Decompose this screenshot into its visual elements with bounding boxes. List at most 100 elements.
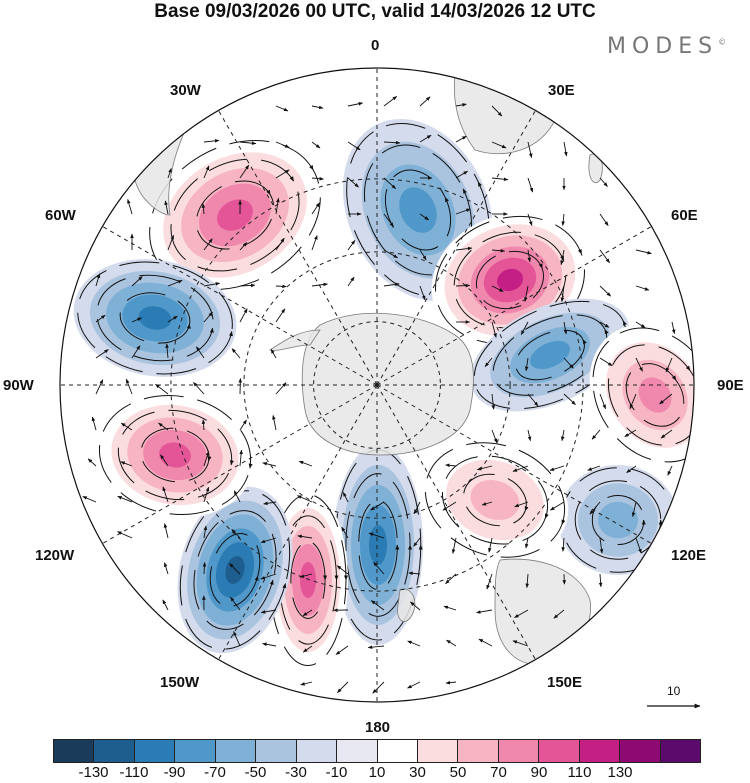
wind-vector	[451, 537, 457, 554]
wind-vector	[550, 501, 565, 511]
colorbar-bin	[377, 740, 418, 762]
latitude-circle	[313, 321, 441, 449]
streamline	[119, 292, 191, 344]
wind-vector	[484, 357, 493, 368]
wind-vector	[155, 383, 169, 395]
anomaly-center-high-110w	[95, 392, 255, 518]
wind-vector	[445, 573, 457, 585]
wind-vector	[455, 246, 473, 251]
meridian-line	[218, 384, 378, 660]
wind-vector	[335, 645, 349, 655]
wind-vector	[120, 422, 133, 431]
wind-vector	[419, 285, 426, 301]
anomaly-contour-fill	[300, 562, 316, 598]
wind-vector	[481, 501, 493, 506]
wind-vector	[311, 105, 324, 110]
wind-vector	[478, 638, 493, 647]
streamline	[170, 158, 300, 272]
colorbar-bin	[175, 740, 216, 762]
wind-vector	[599, 177, 608, 187]
wind-vector	[260, 609, 277, 614]
streamline	[140, 427, 212, 483]
land-new-zealand	[397, 588, 416, 622]
anomaly-center-low-120e	[558, 465, 678, 575]
wind-vector	[455, 135, 467, 143]
wind-vector	[203, 238, 213, 251]
wind-vector	[512, 465, 529, 472]
lon-label-180: 180	[365, 719, 391, 736]
wind-vector	[560, 285, 565, 303]
lon-label-60w: 60W	[45, 207, 76, 224]
wind-vector	[561, 537, 566, 552]
wind-vector	[239, 419, 247, 431]
colorbar-tick-label: -90	[163, 764, 186, 781]
streamline	[424, 442, 566, 558]
wind-vector	[342, 491, 349, 503]
wind-vector	[347, 276, 355, 287]
anomaly-contour-fill	[496, 268, 524, 292]
anomaly-contour-fill	[138, 306, 172, 330]
streamline	[515, 329, 587, 381]
streamline	[574, 480, 663, 560]
wind-vector	[446, 639, 457, 647]
wind-vector	[239, 164, 250, 179]
wind-vector	[407, 640, 421, 647]
wind-vectors	[82, 96, 676, 694]
wind-vector	[275, 308, 286, 323]
wind-vector	[95, 349, 109, 359]
wind-vector	[524, 357, 529, 372]
lon-label-150w: 150W	[160, 674, 200, 691]
wind-vector	[553, 609, 565, 619]
colorbar-tick-label: 90	[530, 764, 548, 781]
graticule	[60, 68, 694, 702]
streamline	[591, 494, 646, 546]
wind-vector	[239, 242, 248, 251]
wind-vector	[167, 315, 178, 323]
wind-vector	[239, 308, 248, 323]
wind-vector	[167, 167, 172, 179]
wind-vector	[260, 573, 277, 580]
wind-vector	[275, 141, 290, 148]
wind-vector	[163, 523, 169, 539]
wind-vector	[491, 141, 507, 149]
wind-vector	[373, 561, 385, 575]
lon-label-0: 0	[371, 37, 380, 54]
anomaly-center-low-75e	[470, 298, 630, 412]
wind-vector	[560, 249, 565, 266]
streamline	[278, 515, 339, 645]
streamline	[625, 363, 685, 427]
wind-vector	[455, 283, 471, 288]
wind-vector	[527, 249, 532, 263]
wind-vector	[624, 429, 637, 437]
wind-vector	[455, 103, 467, 107]
colorbar-tick-label: -110	[119, 764, 149, 781]
lon-label-60e: 60E	[671, 207, 698, 224]
colorbar-bin	[539, 740, 580, 762]
anomaly-center-high-40e	[431, 213, 589, 347]
wind-vector	[201, 203, 206, 215]
anomaly-contour-fill	[470, 479, 520, 521]
wind-vector	[383, 140, 401, 145]
wind-vector	[635, 357, 643, 372]
lon-label-120e: 120E	[671, 547, 707, 564]
wind-vector	[491, 321, 497, 338]
streamline	[463, 473, 529, 527]
wind-vector	[337, 681, 349, 693]
wind-vector	[262, 642, 277, 647]
colorbar-tick-label: 130	[607, 764, 633, 781]
wind-vector	[300, 681, 313, 686]
wind-vector	[419, 134, 432, 143]
colorbar-tick-label: 10	[368, 764, 386, 781]
wind-vector	[95, 314, 106, 323]
wind-vector	[635, 249, 652, 255]
wind-vector	[297, 534, 313, 539]
wind-vector	[419, 96, 431, 107]
wind-vector	[598, 573, 603, 588]
land-tasmania	[558, 649, 570, 665]
wind-vector	[231, 528, 241, 539]
wind-vector	[527, 141, 533, 158]
colorbar-bin	[620, 740, 661, 762]
wind-vector	[341, 526, 349, 539]
wind-vector	[560, 429, 565, 442]
colorbar-bin	[94, 740, 135, 762]
